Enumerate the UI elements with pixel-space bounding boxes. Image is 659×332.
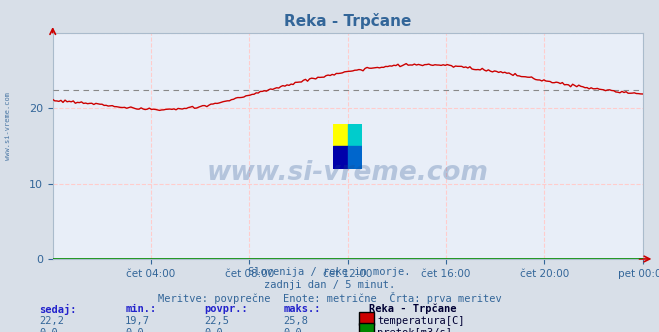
Text: povpr.:: povpr.: xyxy=(204,304,248,314)
Text: min.:: min.: xyxy=(125,304,156,314)
Text: 0,0: 0,0 xyxy=(204,328,223,332)
Text: Slovenija / reke in morje.: Slovenija / reke in morje. xyxy=(248,267,411,277)
Text: 22,5: 22,5 xyxy=(204,316,229,326)
Text: maks.:: maks.: xyxy=(283,304,321,314)
Title: Reka - Trpčane: Reka - Trpčane xyxy=(284,13,411,29)
Text: 0,0: 0,0 xyxy=(125,328,144,332)
Text: zadnji dan / 5 minut.: zadnji dan / 5 minut. xyxy=(264,280,395,290)
Text: 0,0: 0,0 xyxy=(40,328,58,332)
Text: 22,2: 22,2 xyxy=(40,316,65,326)
Text: pretok[m3/s]: pretok[m3/s] xyxy=(377,328,452,332)
Text: Reka - Trpčane: Reka - Trpčane xyxy=(369,304,457,314)
Text: sedaj:: sedaj: xyxy=(40,304,77,315)
Text: 25,8: 25,8 xyxy=(283,316,308,326)
Text: temperatura[C]: temperatura[C] xyxy=(377,316,465,326)
Text: 19,7: 19,7 xyxy=(125,316,150,326)
Text: www.si-vreme.com: www.si-vreme.com xyxy=(207,160,488,186)
Text: 0,0: 0,0 xyxy=(283,328,302,332)
Text: www.si-vreme.com: www.si-vreme.com xyxy=(5,92,11,160)
Text: Meritve: povprečne  Enote: metrične  Črta: prva meritev: Meritve: povprečne Enote: metrične Črta:… xyxy=(158,292,501,304)
